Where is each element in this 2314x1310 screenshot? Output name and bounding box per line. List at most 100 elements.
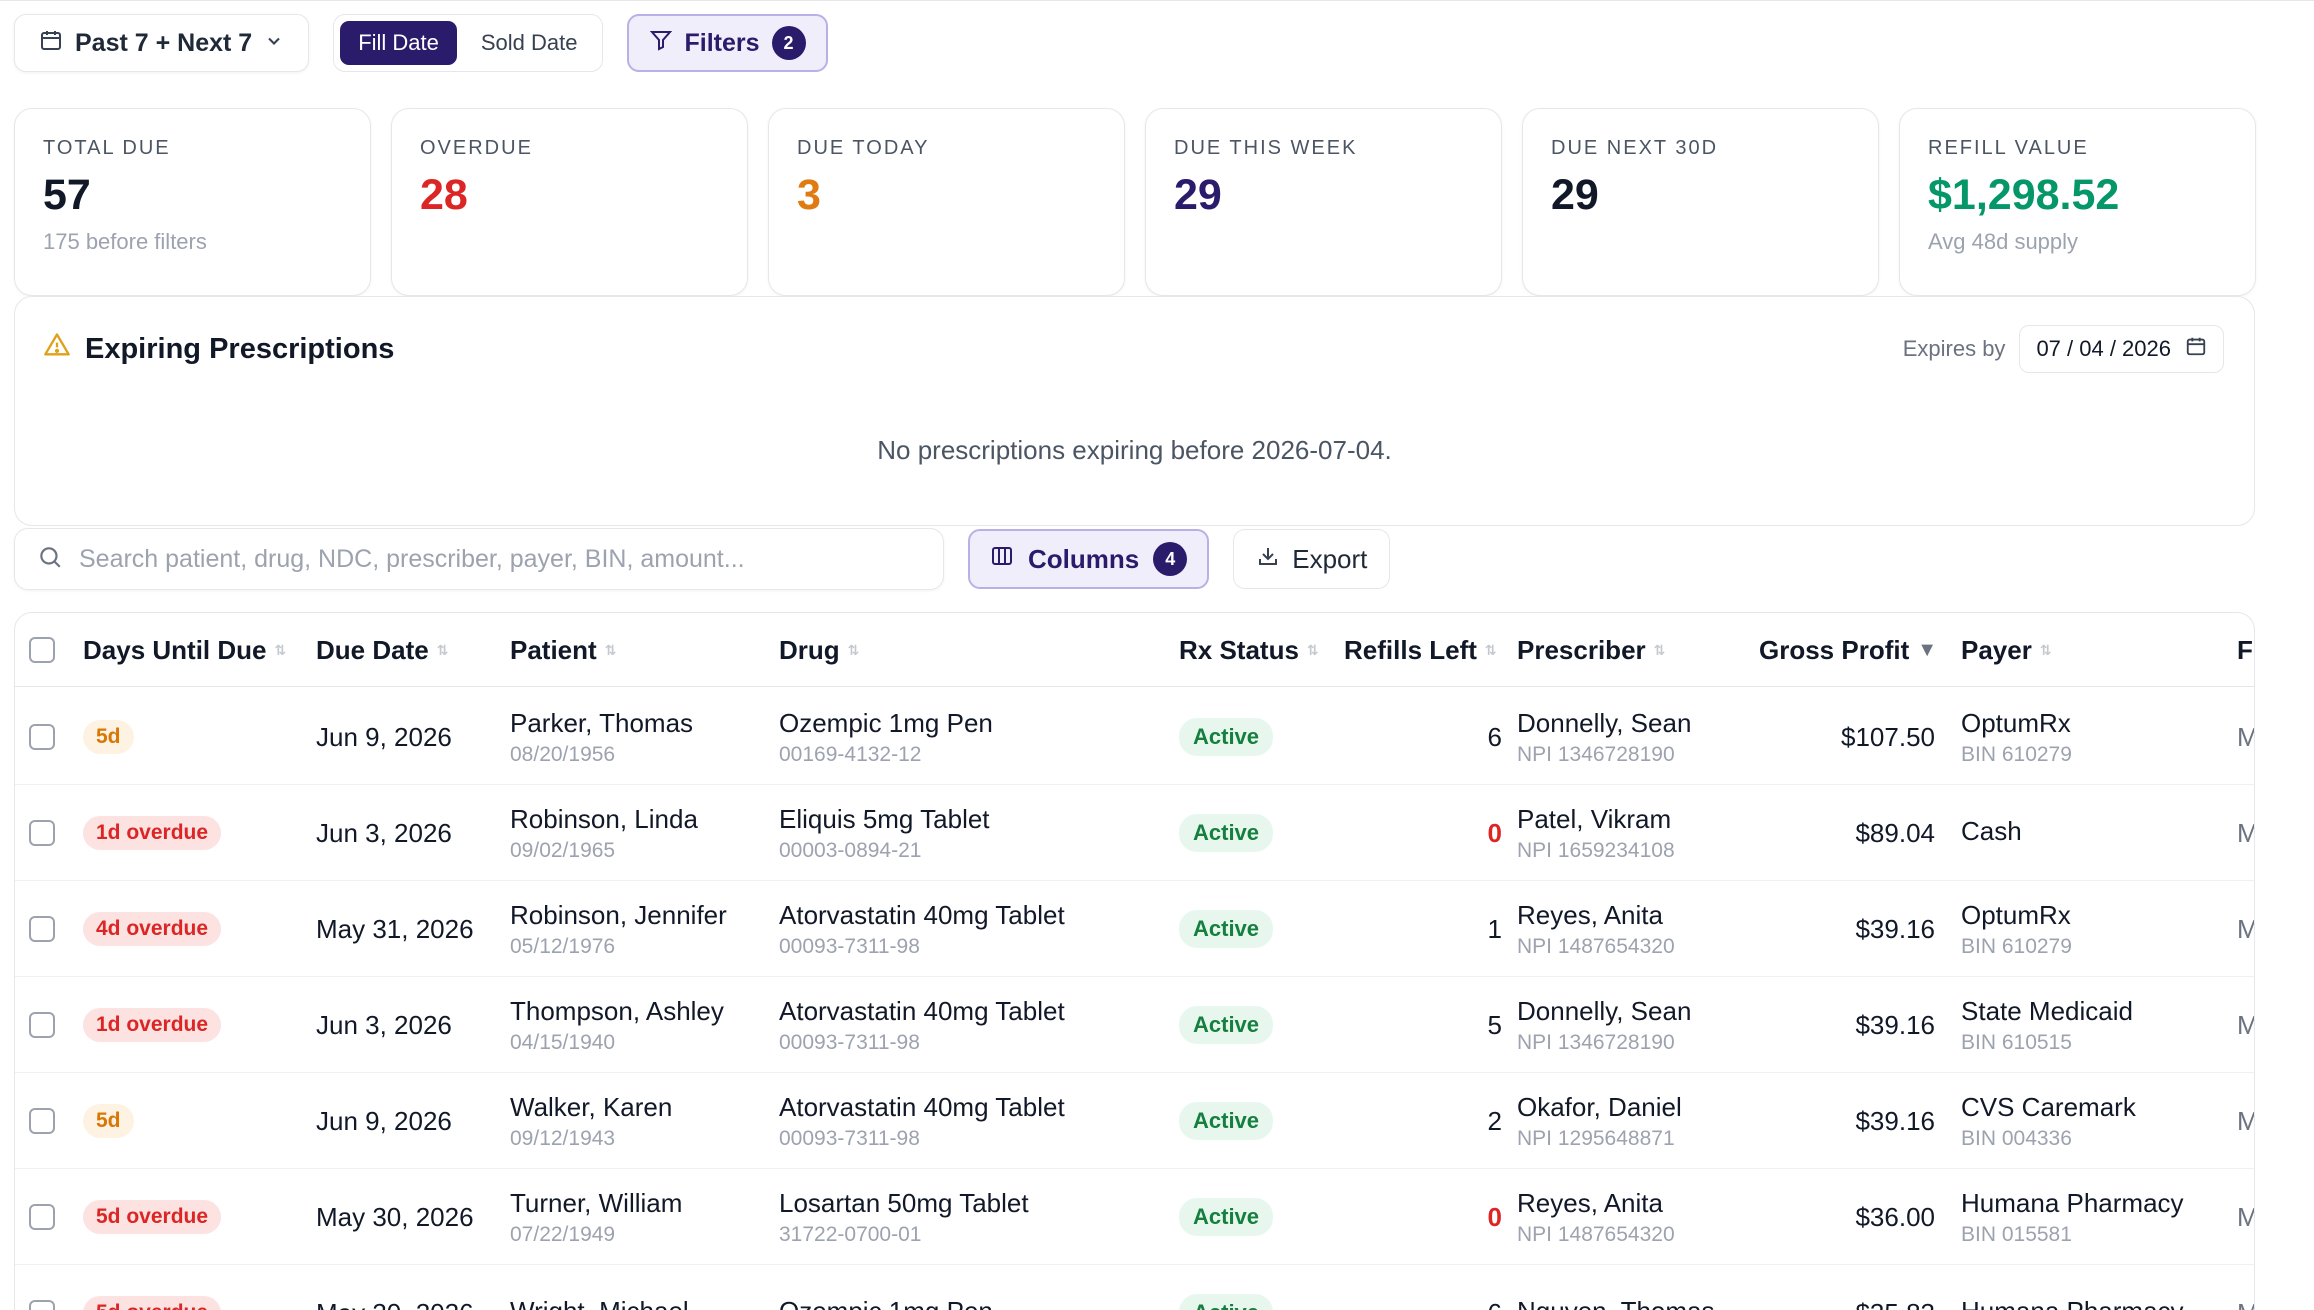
refills-left: 0: [1487, 1201, 1502, 1232]
prescriber-name[interactable]: Reyes, Anita: [1517, 899, 1663, 930]
payer-name: Cash: [1961, 815, 2022, 846]
truncated-cell: M: [2237, 785, 2254, 881]
drug-cell: Atorvastatin 40mg Tablet 00093-7311-98: [779, 1073, 1065, 1169]
days-badge: 5d overdue: [83, 1200, 222, 1234]
prescriber-name[interactable]: Okafor, Daniel: [1517, 1091, 1682, 1122]
drug-name[interactable]: Eliquis 5mg Tablet: [779, 803, 990, 834]
search-row: Search patient, drug, NDC, prescriber, p…: [14, 528, 1391, 590]
sort-icon: ⇅: [604, 641, 617, 658]
row-checkbox[interactable]: [29, 1300, 55, 1310]
patient-name[interactable]: Turner, William: [510, 1187, 683, 1218]
expiring-prescriptions-panel: Expiring Prescriptions Expires by 07 / 0…: [14, 296, 2255, 526]
due-date: Jun 3, 2026: [316, 817, 452, 848]
header-gross-profit[interactable]: Gross Profit ▼: [1759, 613, 1937, 687]
refills-left: 6: [1487, 721, 1502, 752]
stat-label: OVERDUE: [420, 137, 533, 159]
header-payer[interactable]: Payer ⇅: [1961, 613, 2052, 687]
row-checkbox[interactable]: [29, 820, 55, 846]
sold-date-button[interactable]: Sold Date: [480, 30, 578, 55]
table-row[interactable]: 5d overdue May 30, 2026 Wright, Michael Oze…: [15, 1265, 2254, 1310]
export-button[interactable]: Export: [1233, 529, 1391, 589]
header-truncated-column[interactable]: Fi: [2237, 613, 2254, 687]
columns-count-badge: 4: [1153, 542, 1188, 576]
patient-cell: Robinson, Jennifer 05/12/1976: [510, 881, 727, 977]
header-days-until-due[interactable]: Days Until Due ⇅: [83, 613, 286, 687]
table-row[interactable]: 1d overdue Jun 3, 2026 Robinson, Linda 09/0…: [15, 785, 2254, 881]
stat-subtext: Avg 48d supply: [1928, 229, 2079, 255]
patient-name[interactable]: Walker, Karen: [510, 1091, 673, 1122]
sort-icon: ⇅: [2039, 641, 2052, 658]
panel-title: Expiring Prescriptions: [43, 331, 394, 367]
days-until-due-cell: 5d: [83, 689, 134, 785]
drug-cell: Ozempic 1mg Pen: [779, 1265, 993, 1310]
truncated-cell: M: [2237, 881, 2254, 977]
row-checkbox[interactable]: [29, 916, 55, 942]
gross-profit-cell: $39.16: [1759, 881, 1935, 977]
header-prescriber[interactable]: Prescriber ⇅: [1517, 613, 1665, 687]
patient-name[interactable]: Thompson, Ashley: [510, 995, 724, 1026]
table-row[interactable]: 5d Jun 9, 2026 Parker, Thomas 08/20/1956 Oze…: [15, 689, 2254, 785]
columns-label: Columns: [1028, 543, 1140, 574]
drug-name[interactable]: Ozempic 1mg Pen: [779, 707, 993, 738]
truncated-value: M: [2237, 1298, 2254, 1310]
row-select-cell: [29, 1073, 55, 1169]
calendar-icon[interactable]: [2185, 335, 2207, 363]
stat-card: DUE NEXT 30D 29: [1522, 108, 1879, 296]
stat-label: DUE THIS WEEK: [1174, 137, 1358, 159]
expires-date-input[interactable]: 07 / 04 / 2026: [2019, 325, 2224, 373]
columns-button[interactable]: Columns 4: [968, 529, 1210, 589]
table-row[interactable]: 4d overdue May 31, 2026 Robinson, Jennifer…: [15, 881, 2254, 977]
header-rx-status[interactable]: Rx Status ⇅: [1179, 613, 1319, 687]
prescriber-name[interactable]: Donnelly, Sean: [1517, 995, 1692, 1026]
patient-name[interactable]: Parker, Thomas: [510, 707, 694, 738]
header-label: Drug: [779, 634, 840, 665]
prescriber-name[interactable]: Nguyen, Thomas: [1517, 1296, 1715, 1310]
prescriber-name[interactable]: Reyes, Anita: [1517, 1187, 1663, 1218]
drug-ndc: 31722-0700-01: [779, 1222, 922, 1246]
drug-name[interactable]: Atorvastatin 40mg Tablet: [779, 899, 1065, 930]
stat-value: $1,298.52: [1928, 171, 2120, 219]
patient-name[interactable]: Wright, Michael: [510, 1296, 689, 1310]
filters-button[interactable]: Filters 2: [626, 14, 828, 72]
table-row[interactable]: 1d overdue Jun 3, 2026 Thompson, Ashley 04/…: [15, 977, 2254, 1073]
patient-cell: Walker, Karen 09/12/1943: [510, 1073, 672, 1169]
row-checkbox[interactable]: [29, 1108, 55, 1134]
prescriber-name[interactable]: Patel, Vikram: [1517, 803, 1672, 834]
select-all-checkbox[interactable]: [29, 637, 55, 663]
drug-name[interactable]: Ozempic 1mg Pen: [779, 1296, 993, 1310]
patient-dob: 09/12/1943: [510, 1126, 616, 1150]
gross-profit: $36.00: [1855, 1201, 1935, 1232]
stat-value: 29: [1551, 171, 1599, 219]
date-range-dropdown[interactable]: Past 7 + Next 7: [14, 14, 310, 72]
fill-date-button[interactable]: Fill Date: [340, 21, 457, 65]
patient-name[interactable]: Robinson, Linda: [510, 803, 698, 834]
stat-label: DUE TODAY: [797, 137, 930, 159]
payer-cell: State Medicaid BIN 610515: [1961, 977, 2133, 1073]
patient-cell: Wright, Michael: [510, 1265, 689, 1310]
stat-card: DUE THIS WEEK 29: [1145, 108, 1502, 296]
table-row[interactable]: 5d Jun 9, 2026 Walker, Karen 09/12/1943 Ator…: [15, 1073, 2254, 1169]
table-row[interactable]: 5d overdue May 30, 2026 Turner, William 07/…: [15, 1169, 2254, 1265]
drug-name[interactable]: Atorvastatin 40mg Tablet: [779, 995, 1065, 1026]
header-drug[interactable]: Drug ⇅: [779, 613, 859, 687]
header-label: Days Until Due: [83, 634, 267, 665]
prescriber-name[interactable]: Donnelly, Sean: [1517, 707, 1692, 738]
table-header: Days Until Due ⇅ Due Date ⇅ Patient ⇅ Drug ⇅…: [15, 613, 2254, 687]
search-input[interactable]: Search patient, drug, NDC, prescriber, p…: [14, 528, 944, 590]
patient-name[interactable]: Robinson, Jennifer: [510, 899, 727, 930]
stat-value: 29: [1174, 171, 1222, 219]
row-checkbox[interactable]: [29, 1204, 55, 1230]
header-patient[interactable]: Patient ⇅: [510, 613, 616, 687]
header-label: Prescriber: [1517, 634, 1646, 665]
header-refills-left[interactable]: Refills Left ⇅: [1344, 613, 1497, 687]
drug-cell: Atorvastatin 40mg Tablet 00093-7311-98: [779, 977, 1065, 1073]
gross-profit: $39.16: [1855, 1009, 1935, 1040]
empty-state-message: No prescriptions expiring before 2026-07…: [877, 435, 1392, 465]
due-date-cell: May 31, 2026: [316, 881, 474, 977]
drug-name[interactable]: Atorvastatin 40mg Tablet: [779, 1091, 1065, 1122]
header-due-date[interactable]: Due Date ⇅: [316, 613, 448, 687]
drug-name[interactable]: Losartan 50mg Tablet: [779, 1187, 1029, 1218]
row-checkbox[interactable]: [29, 1012, 55, 1038]
row-select-cell: [29, 689, 55, 785]
row-checkbox[interactable]: [29, 724, 55, 750]
